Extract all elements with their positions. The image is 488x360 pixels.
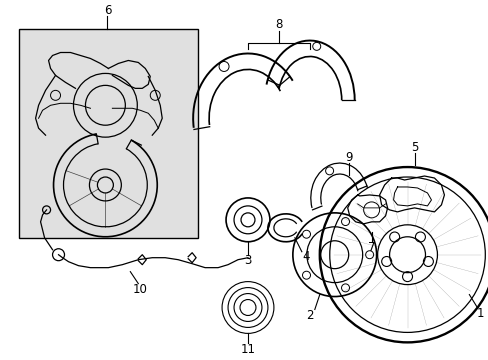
Text: 3: 3 [244, 254, 251, 267]
Text: 6: 6 [103, 4, 111, 17]
Text: 1: 1 [476, 307, 483, 320]
Text: 10: 10 [133, 283, 147, 296]
Text: 8: 8 [275, 18, 282, 31]
Text: 11: 11 [240, 343, 255, 356]
Text: 7: 7 [367, 241, 375, 254]
Text: 4: 4 [302, 250, 309, 263]
Text: 2: 2 [305, 309, 313, 322]
Bar [19, 28, 198, 238]
Text: 5: 5 [410, 141, 417, 154]
Text: 9: 9 [344, 150, 352, 163]
